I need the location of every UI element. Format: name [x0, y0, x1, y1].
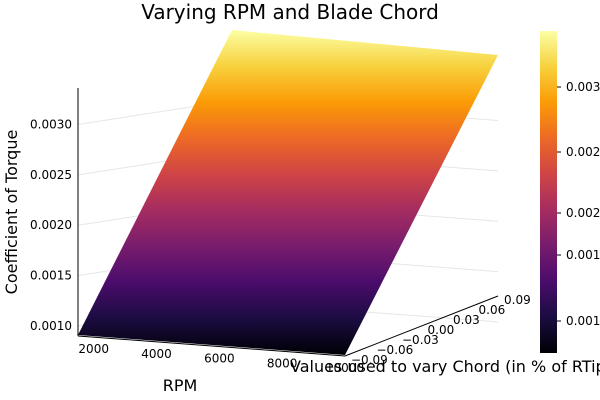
- z-tick-label: 0.0030: [30, 118, 72, 132]
- y-tick-label: −0.03: [402, 333, 439, 347]
- x-axis-ticks: 2000 4000 6000 8000 10000: [78, 342, 364, 375]
- colorbar-tick-label: 0.003: [566, 80, 600, 94]
- chart-title: Varying RPM and Blade Chord: [141, 0, 439, 24]
- colorbar-ticks: 0.001 0.001 0.002 0.002 0.003: [557, 80, 600, 328]
- colorbar-tick-label: 0.001: [566, 314, 600, 328]
- y-tick-label: −0.09: [351, 353, 388, 367]
- x-axis-line: [77, 335, 346, 357]
- colorbar-tick-label: 0.002: [566, 206, 600, 220]
- z-tick-label: 0.0010: [30, 319, 72, 333]
- z-tick-label: 0.0020: [30, 218, 72, 232]
- colorbar: [540, 31, 557, 353]
- colorbar-tick-label: 0.001: [566, 248, 600, 262]
- x-tick-label: 8000: [267, 356, 298, 370]
- y-tick-label: 0.09: [504, 293, 531, 307]
- y-axis-ticks: −0.09−0.06−0.030.000.030.060.09: [351, 293, 531, 367]
- x-tick-label: 10000: [326, 361, 364, 375]
- z-axis-ticks: 0.0010 0.0015 0.0020 0.0025 0.0030: [30, 118, 72, 333]
- y-tick-label: 0.03: [453, 313, 480, 327]
- z-tick-label: 0.0025: [30, 168, 72, 182]
- z-axis-label: Coefficient of Torque: [2, 130, 21, 295]
- x-tick-label: 4000: [141, 347, 172, 361]
- z-tick-label: 0.0015: [30, 269, 72, 283]
- x-axis-label: RPM: [163, 376, 198, 395]
- y-axis-line: [344, 295, 499, 357]
- y-axis-label: Values used to vary Chord (in % of RTip): [290, 357, 600, 376]
- x-tick-label: 6000: [204, 352, 235, 366]
- colorbar-tick-label: 0.002: [566, 145, 600, 159]
- y-tick-label: −0.06: [377, 343, 414, 357]
- y-tick-label: 0.06: [479, 303, 506, 317]
- x-tick-label: 2000: [78, 342, 109, 356]
- y-tick-label: 0.00: [428, 323, 455, 337]
- surface-plot: [78, 30, 498, 355]
